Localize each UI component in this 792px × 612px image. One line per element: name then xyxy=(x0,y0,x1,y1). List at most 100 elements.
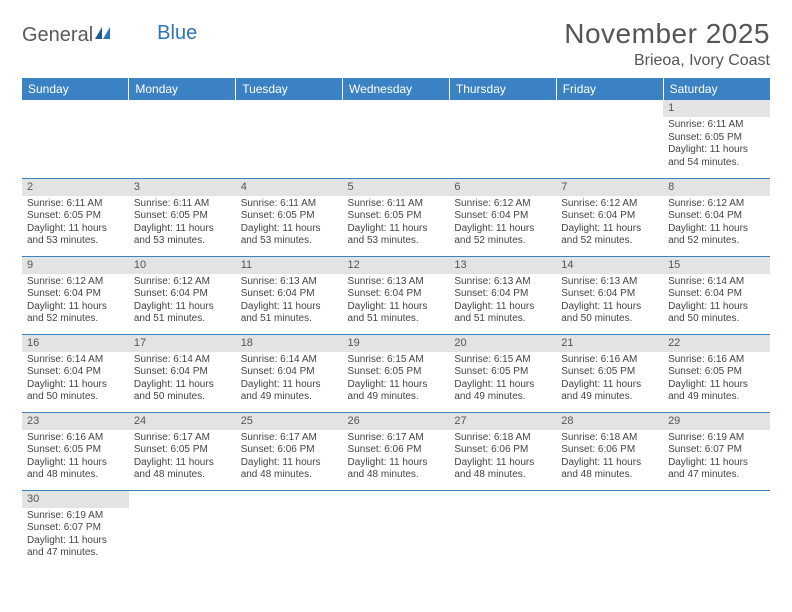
day-details: Sunrise: 6:16 AMSunset: 6:05 PMDaylight:… xyxy=(22,430,129,485)
day-details: Sunrise: 6:18 AMSunset: 6:06 PMDaylight:… xyxy=(556,430,663,485)
calendar-day: 23Sunrise: 6:16 AMSunset: 6:05 PMDayligh… xyxy=(22,412,129,490)
day-number: 29 xyxy=(663,413,770,430)
day-details: Sunrise: 6:17 AMSunset: 6:06 PMDaylight:… xyxy=(236,430,343,485)
day-number: 25 xyxy=(236,413,343,430)
calendar-day: 20Sunrise: 6:15 AMSunset: 6:05 PMDayligh… xyxy=(449,334,556,412)
calendar-body: 1Sunrise: 6:11 AMSunset: 6:05 PMDaylight… xyxy=(22,100,770,568)
calendar-empty xyxy=(129,490,236,568)
day-details: Sunrise: 6:11 AMSunset: 6:05 PMDaylight:… xyxy=(663,117,770,172)
day-number: 20 xyxy=(449,335,556,352)
day-details: Sunrise: 6:14 AMSunset: 6:04 PMDaylight:… xyxy=(663,274,770,329)
calendar-row: 9Sunrise: 6:12 AMSunset: 6:04 PMDaylight… xyxy=(22,256,770,334)
calendar-day: 2Sunrise: 6:11 AMSunset: 6:05 PMDaylight… xyxy=(22,178,129,256)
day-number: 27 xyxy=(449,413,556,430)
header: General Blue November 2025 Brieoa, Ivory… xyxy=(22,18,770,70)
month-title: November 2025 xyxy=(564,18,770,50)
day-details: Sunrise: 6:12 AMSunset: 6:04 PMDaylight:… xyxy=(663,196,770,251)
day-number: 15 xyxy=(663,257,770,274)
day-number: 16 xyxy=(22,335,129,352)
day-details: Sunrise: 6:19 AMSunset: 6:07 PMDaylight:… xyxy=(22,508,129,563)
day-details: Sunrise: 6:11 AMSunset: 6:05 PMDaylight:… xyxy=(22,196,129,251)
day-details: Sunrise: 6:15 AMSunset: 6:05 PMDaylight:… xyxy=(343,352,450,407)
day-number: 18 xyxy=(236,335,343,352)
logo: General Blue xyxy=(22,18,197,47)
calendar-day: 28Sunrise: 6:18 AMSunset: 6:06 PMDayligh… xyxy=(556,412,663,490)
day-number: 8 xyxy=(663,179,770,196)
logo-flag-icon xyxy=(95,24,117,47)
weekday-header: Thursday xyxy=(449,78,556,100)
day-details: Sunrise: 6:11 AMSunset: 6:05 PMDaylight:… xyxy=(129,196,236,251)
calendar-day: 18Sunrise: 6:14 AMSunset: 6:04 PMDayligh… xyxy=(236,334,343,412)
location: Brieoa, Ivory Coast xyxy=(564,52,770,70)
logo-word-blue: Blue xyxy=(157,22,197,45)
day-number: 13 xyxy=(449,257,556,274)
logo-word-general: General xyxy=(22,24,93,47)
calendar-day: 15Sunrise: 6:14 AMSunset: 6:04 PMDayligh… xyxy=(663,256,770,334)
calendar-day: 1Sunrise: 6:11 AMSunset: 6:05 PMDaylight… xyxy=(663,100,770,178)
calendar-day: 14Sunrise: 6:13 AMSunset: 6:04 PMDayligh… xyxy=(556,256,663,334)
calendar-day: 8Sunrise: 6:12 AMSunset: 6:04 PMDaylight… xyxy=(663,178,770,256)
day-number: 17 xyxy=(129,335,236,352)
day-details: Sunrise: 6:13 AMSunset: 6:04 PMDaylight:… xyxy=(556,274,663,329)
calendar-empty xyxy=(236,490,343,568)
calendar-day: 10Sunrise: 6:12 AMSunset: 6:04 PMDayligh… xyxy=(129,256,236,334)
day-number: 4 xyxy=(236,179,343,196)
calendar-day: 11Sunrise: 6:13 AMSunset: 6:04 PMDayligh… xyxy=(236,256,343,334)
calendar-day: 25Sunrise: 6:17 AMSunset: 6:06 PMDayligh… xyxy=(236,412,343,490)
day-number: 21 xyxy=(556,335,663,352)
calendar-day: 12Sunrise: 6:13 AMSunset: 6:04 PMDayligh… xyxy=(343,256,450,334)
calendar-row: 23Sunrise: 6:16 AMSunset: 6:05 PMDayligh… xyxy=(22,412,770,490)
day-details: Sunrise: 6:15 AMSunset: 6:05 PMDaylight:… xyxy=(449,352,556,407)
day-details: Sunrise: 6:12 AMSunset: 6:04 PMDaylight:… xyxy=(129,274,236,329)
day-number: 30 xyxy=(22,491,129,508)
calendar-empty xyxy=(449,490,556,568)
day-details: Sunrise: 6:12 AMSunset: 6:04 PMDaylight:… xyxy=(22,274,129,329)
day-details: Sunrise: 6:17 AMSunset: 6:06 PMDaylight:… xyxy=(343,430,450,485)
calendar-day: 9Sunrise: 6:12 AMSunset: 6:04 PMDaylight… xyxy=(22,256,129,334)
day-details: Sunrise: 6:19 AMSunset: 6:07 PMDaylight:… xyxy=(663,430,770,485)
calendar-day: 13Sunrise: 6:13 AMSunset: 6:04 PMDayligh… xyxy=(449,256,556,334)
day-number: 22 xyxy=(663,335,770,352)
calendar-row: 16Sunrise: 6:14 AMSunset: 6:04 PMDayligh… xyxy=(22,334,770,412)
day-number: 10 xyxy=(129,257,236,274)
weekday-header-row: SundayMondayTuesdayWednesdayThursdayFrid… xyxy=(22,78,770,100)
day-details: Sunrise: 6:13 AMSunset: 6:04 PMDaylight:… xyxy=(449,274,556,329)
day-number: 6 xyxy=(449,179,556,196)
weekday-header: Tuesday xyxy=(236,78,343,100)
calendar-day: 16Sunrise: 6:14 AMSunset: 6:04 PMDayligh… xyxy=(22,334,129,412)
calendar-empty xyxy=(556,490,663,568)
calendar-empty xyxy=(449,100,556,178)
day-number: 2 xyxy=(22,179,129,196)
day-details: Sunrise: 6:11 AMSunset: 6:05 PMDaylight:… xyxy=(343,196,450,251)
day-details: Sunrise: 6:14 AMSunset: 6:04 PMDaylight:… xyxy=(236,352,343,407)
calendar-empty xyxy=(556,100,663,178)
day-number: 14 xyxy=(556,257,663,274)
calendar-empty xyxy=(343,490,450,568)
weekday-header: Monday xyxy=(129,78,236,100)
calendar-day: 30Sunrise: 6:19 AMSunset: 6:07 PMDayligh… xyxy=(22,490,129,568)
calendar-day: 24Sunrise: 6:17 AMSunset: 6:05 PMDayligh… xyxy=(129,412,236,490)
day-details: Sunrise: 6:16 AMSunset: 6:05 PMDaylight:… xyxy=(556,352,663,407)
calendar-row: 30Sunrise: 6:19 AMSunset: 6:07 PMDayligh… xyxy=(22,490,770,568)
calendar-day: 26Sunrise: 6:17 AMSunset: 6:06 PMDayligh… xyxy=(343,412,450,490)
calendar-row: 2Sunrise: 6:11 AMSunset: 6:05 PMDaylight… xyxy=(22,178,770,256)
calendar-row: 1Sunrise: 6:11 AMSunset: 6:05 PMDaylight… xyxy=(22,100,770,178)
day-details: Sunrise: 6:14 AMSunset: 6:04 PMDaylight:… xyxy=(22,352,129,407)
day-details: Sunrise: 6:11 AMSunset: 6:05 PMDaylight:… xyxy=(236,196,343,251)
day-details: Sunrise: 6:18 AMSunset: 6:06 PMDaylight:… xyxy=(449,430,556,485)
day-details: Sunrise: 6:13 AMSunset: 6:04 PMDaylight:… xyxy=(236,274,343,329)
weekday-header: Wednesday xyxy=(343,78,450,100)
day-details: Sunrise: 6:12 AMSunset: 6:04 PMDaylight:… xyxy=(556,196,663,251)
calendar-day: 19Sunrise: 6:15 AMSunset: 6:05 PMDayligh… xyxy=(343,334,450,412)
calendar-day: 6Sunrise: 6:12 AMSunset: 6:04 PMDaylight… xyxy=(449,178,556,256)
calendar-empty xyxy=(236,100,343,178)
day-number: 24 xyxy=(129,413,236,430)
calendar-day: 29Sunrise: 6:19 AMSunset: 6:07 PMDayligh… xyxy=(663,412,770,490)
calendar-day: 17Sunrise: 6:14 AMSunset: 6:04 PMDayligh… xyxy=(129,334,236,412)
day-number: 26 xyxy=(343,413,450,430)
calendar-table: SundayMondayTuesdayWednesdayThursdayFrid… xyxy=(22,78,770,568)
day-number: 9 xyxy=(22,257,129,274)
weekday-header: Saturday xyxy=(663,78,770,100)
day-number: 11 xyxy=(236,257,343,274)
calendar-empty xyxy=(663,490,770,568)
